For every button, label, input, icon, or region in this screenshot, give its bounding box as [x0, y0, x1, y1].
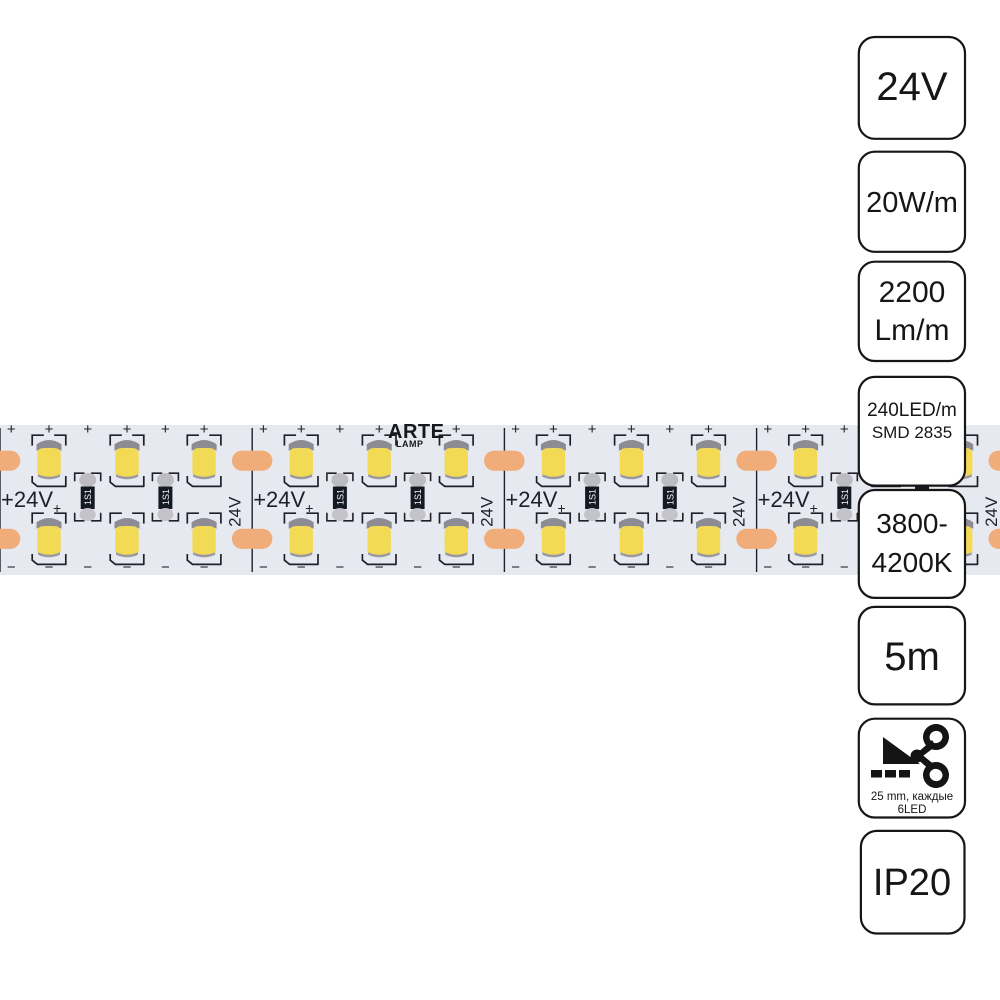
- svg-text:−: −: [7, 559, 16, 576]
- svg-text:−: −: [627, 559, 636, 576]
- svg-text:+: +: [549, 421, 558, 438]
- svg-text:20W/m: 20W/m: [866, 187, 958, 219]
- svg-text:25 mm, каждые: 25 mm, каждые: [871, 791, 953, 803]
- svg-text:SMD 2835: SMD 2835: [872, 423, 952, 442]
- svg-text:+: +: [763, 421, 772, 438]
- svg-text:3800-: 3800-: [876, 508, 948, 539]
- svg-text:−: −: [297, 559, 306, 576]
- svg-text:−: −: [83, 559, 92, 576]
- svg-text:+24V+: +24V+: [505, 487, 565, 516]
- svg-text:+: +: [801, 421, 810, 438]
- svg-text:+: +: [375, 421, 384, 438]
- svg-text:+: +: [83, 421, 92, 438]
- svg-text:5m: 5m: [884, 635, 940, 679]
- svg-text:+: +: [452, 421, 461, 438]
- svg-text:−: −: [45, 559, 54, 576]
- svg-text:+24V+: +24V+: [253, 487, 313, 516]
- svg-text:−: −: [413, 559, 422, 576]
- svg-text:24V: 24V: [225, 496, 244, 527]
- svg-text:−: −: [511, 559, 520, 576]
- svg-text:240LED/m: 240LED/m: [867, 400, 957, 421]
- svg-text:+: +: [123, 421, 132, 438]
- svg-text:6LED: 6LED: [898, 804, 927, 816]
- svg-text:−: −: [549, 559, 558, 576]
- svg-text:+: +: [45, 421, 54, 438]
- svg-text:+: +: [588, 421, 597, 438]
- svg-text:−: −: [375, 559, 384, 576]
- svg-text:−: −: [704, 559, 713, 576]
- svg-text:+: +: [704, 421, 713, 438]
- svg-text:−: −: [123, 559, 132, 576]
- svg-text:LAMP: LAMP: [396, 439, 424, 449]
- svg-text:24V: 24V: [478, 496, 497, 527]
- svg-text:2200: 2200: [879, 276, 946, 309]
- svg-text:−: −: [588, 559, 597, 576]
- svg-text:24V: 24V: [876, 65, 947, 109]
- svg-text:−: −: [763, 559, 772, 576]
- svg-text:−: −: [336, 559, 345, 576]
- svg-text:+24V+: +24V+: [758, 487, 818, 516]
- svg-text:Lm/m: Lm/m: [875, 314, 950, 347]
- svg-text:24V: 24V: [730, 496, 749, 527]
- svg-text:−: −: [259, 559, 268, 576]
- svg-text:−: −: [840, 559, 849, 576]
- svg-text:+: +: [336, 421, 345, 438]
- svg-text:−: −: [200, 559, 209, 576]
- svg-text:+: +: [297, 421, 306, 438]
- svg-text:−: −: [665, 559, 674, 576]
- svg-text:24V: 24V: [982, 496, 1000, 527]
- svg-text:4200K: 4200K: [872, 547, 953, 578]
- svg-text:+: +: [511, 421, 520, 438]
- svg-text:+: +: [840, 421, 849, 438]
- svg-text:−: −: [161, 559, 170, 576]
- svg-text:+: +: [200, 421, 209, 438]
- svg-text:−: −: [801, 559, 810, 576]
- svg-text:+: +: [627, 421, 636, 438]
- svg-text:IP20: IP20: [873, 862, 951, 904]
- svg-text:+: +: [665, 421, 674, 438]
- svg-text:+24V+: +24V+: [1, 487, 61, 516]
- svg-text:+: +: [259, 421, 268, 438]
- svg-text:−: −: [452, 559, 461, 576]
- svg-text:+: +: [7, 421, 16, 438]
- svg-text:+: +: [161, 421, 170, 438]
